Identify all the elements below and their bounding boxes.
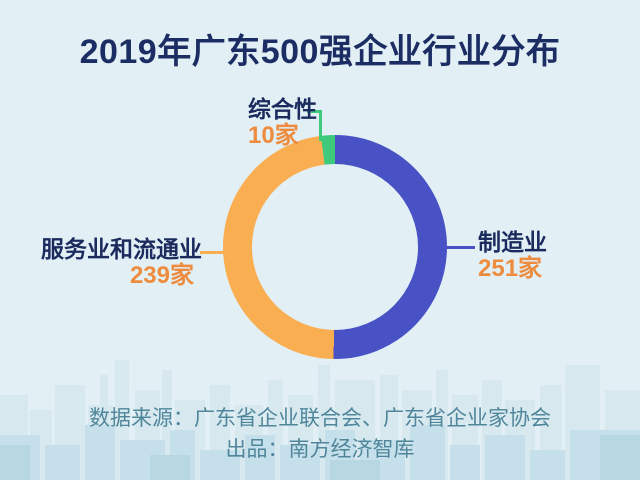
leader-line-comprehensive: [307, 110, 322, 141]
segment-label: 制造业: [478, 229, 547, 255]
segment-label: 服务业和流通业: [41, 236, 202, 262]
data-source-line: 数据来源：广东省企业联合会、广东省企业家协会: [89, 407, 551, 430]
callout-comprehensive: 综合性 10家: [248, 96, 317, 150]
chart-title: 2019年广东500强企业行业分布: [79, 33, 561, 71]
donut-chart: [223, 135, 447, 359]
segment-label: 综合性: [248, 96, 317, 122]
leader-line-services: [200, 251, 229, 254]
segment-count: 239家: [129, 261, 194, 289]
segment-count: 10家: [248, 121, 299, 149]
donut-hole: [252, 164, 418, 330]
city-skyline-graphic: [0, 360, 640, 480]
callout-manufacturing: 制造业 251家: [478, 229, 547, 283]
footer: 数据来源：广东省企业联合会、广东省企业家协会 出品：南方经济智库: [0, 403, 640, 465]
leader-line-manufacturing: [446, 246, 475, 249]
producer-line: 出品：南方经济智库: [225, 438, 415, 461]
callout-services: 服务业和流通业 239家: [41, 236, 202, 290]
segment-count: 251家: [478, 254, 543, 282]
